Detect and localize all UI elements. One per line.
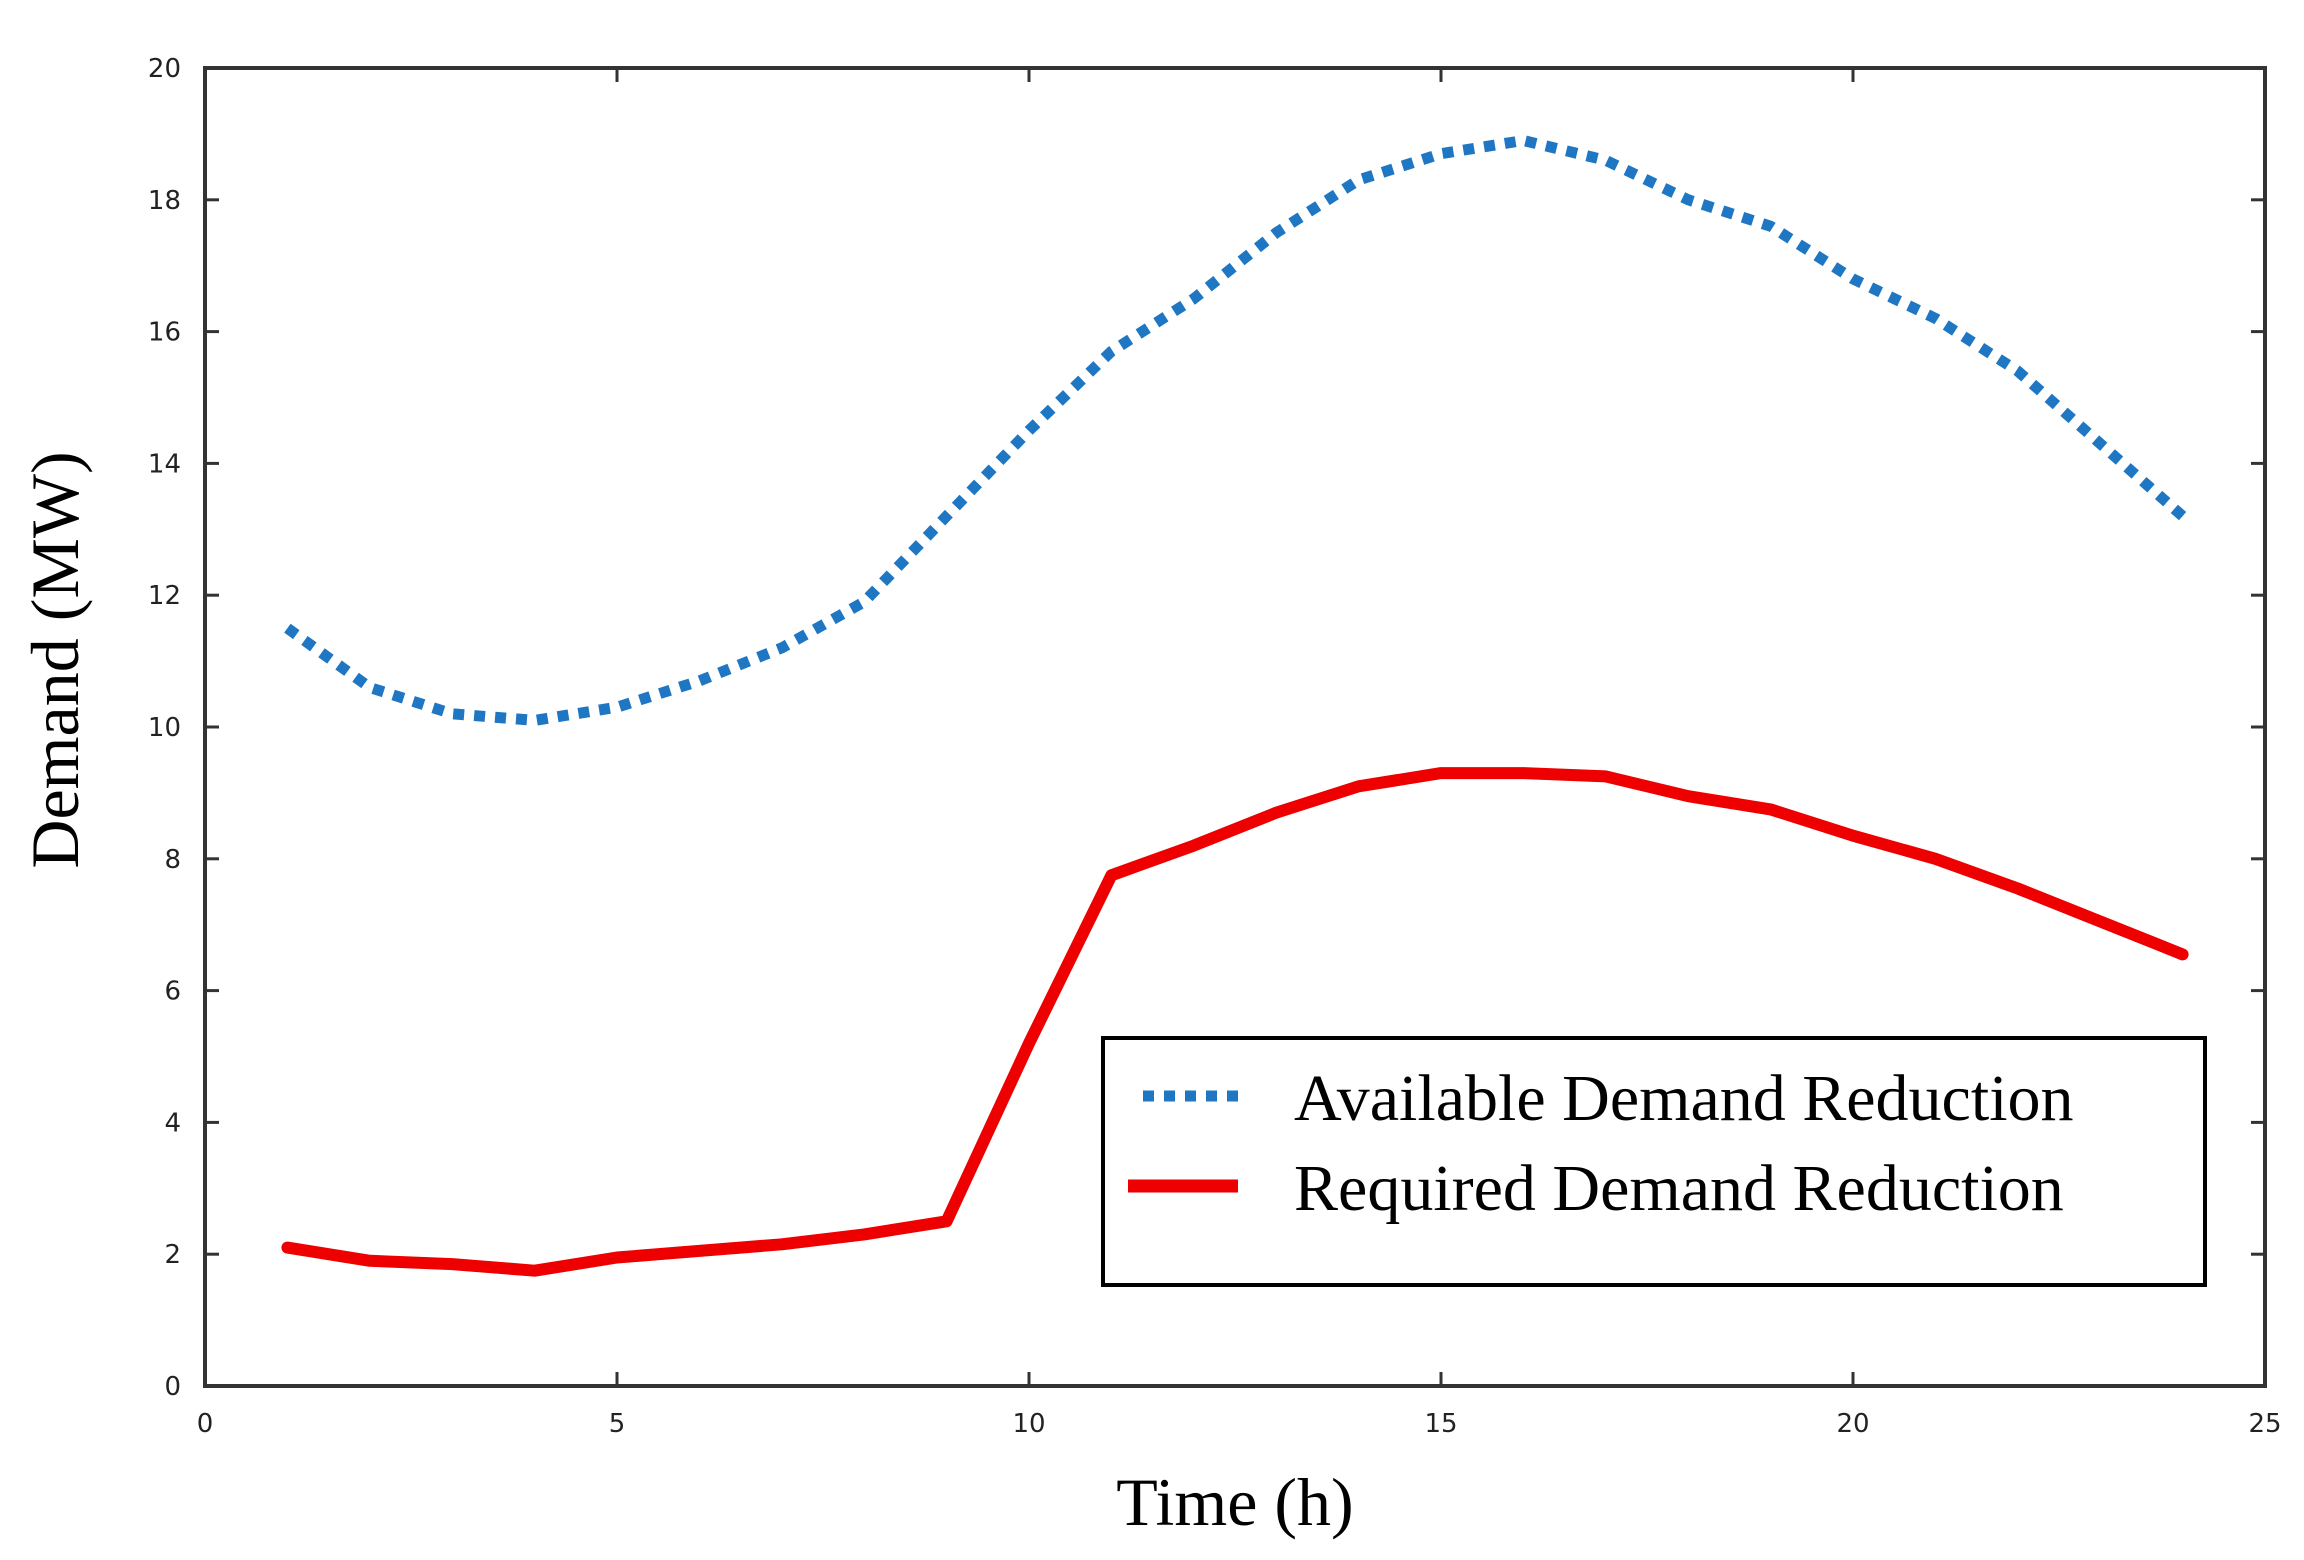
- y-tick-label-8: 16: [148, 318, 181, 348]
- y-tick-label-6: 12: [148, 581, 181, 611]
- y-tick-label-9: 18: [148, 186, 181, 216]
- x-tick-label-2: 10: [1012, 1409, 1045, 1439]
- series-available-demand-reduction: [284, 135, 2187, 726]
- legend: Available Demand Reduction Required Dema…: [1101, 1036, 2207, 1287]
- y-tick-label-4: 8: [164, 845, 181, 875]
- series-layer: [281, 135, 2189, 1277]
- x-axis-title: Time (h): [1116, 1464, 1353, 1540]
- y-tick-label-0: 0: [164, 1372, 181, 1402]
- x-tick-label-1: 5: [609, 1409, 626, 1439]
- legend-box: [1101, 1036, 2207, 1287]
- x-tick-label-5: 25: [2248, 1409, 2281, 1439]
- y-tick-label-3: 6: [164, 977, 181, 1007]
- y-tick-label-5: 10: [148, 713, 181, 743]
- y-tick-label-10: 20: [148, 54, 181, 84]
- axis-tick-labels: 0 5 10 15 20 25 0 2 4 6 8 10 12 14 16 18 20: [148, 54, 2282, 1439]
- y-tick-label-7: 14: [148, 449, 181, 479]
- axis-ticks: [203, 66, 2267, 1388]
- y-tick-label-1: 2: [164, 1240, 181, 1270]
- series-required-demand-reduction: [281, 767, 2189, 1277]
- y-tick-label-2: 4: [164, 1108, 181, 1138]
- x-tick-label-4: 20: [1836, 1409, 1869, 1439]
- legend-label-required: Required Demand Reduction: [1294, 1152, 2064, 1225]
- x-tick-label-0: 0: [197, 1409, 214, 1439]
- y-axis-title: Demand (MW): [17, 451, 93, 868]
- x-tick-label-3: 15: [1424, 1409, 1457, 1439]
- legend-label-available: Available Demand Reduction: [1294, 1062, 2074, 1135]
